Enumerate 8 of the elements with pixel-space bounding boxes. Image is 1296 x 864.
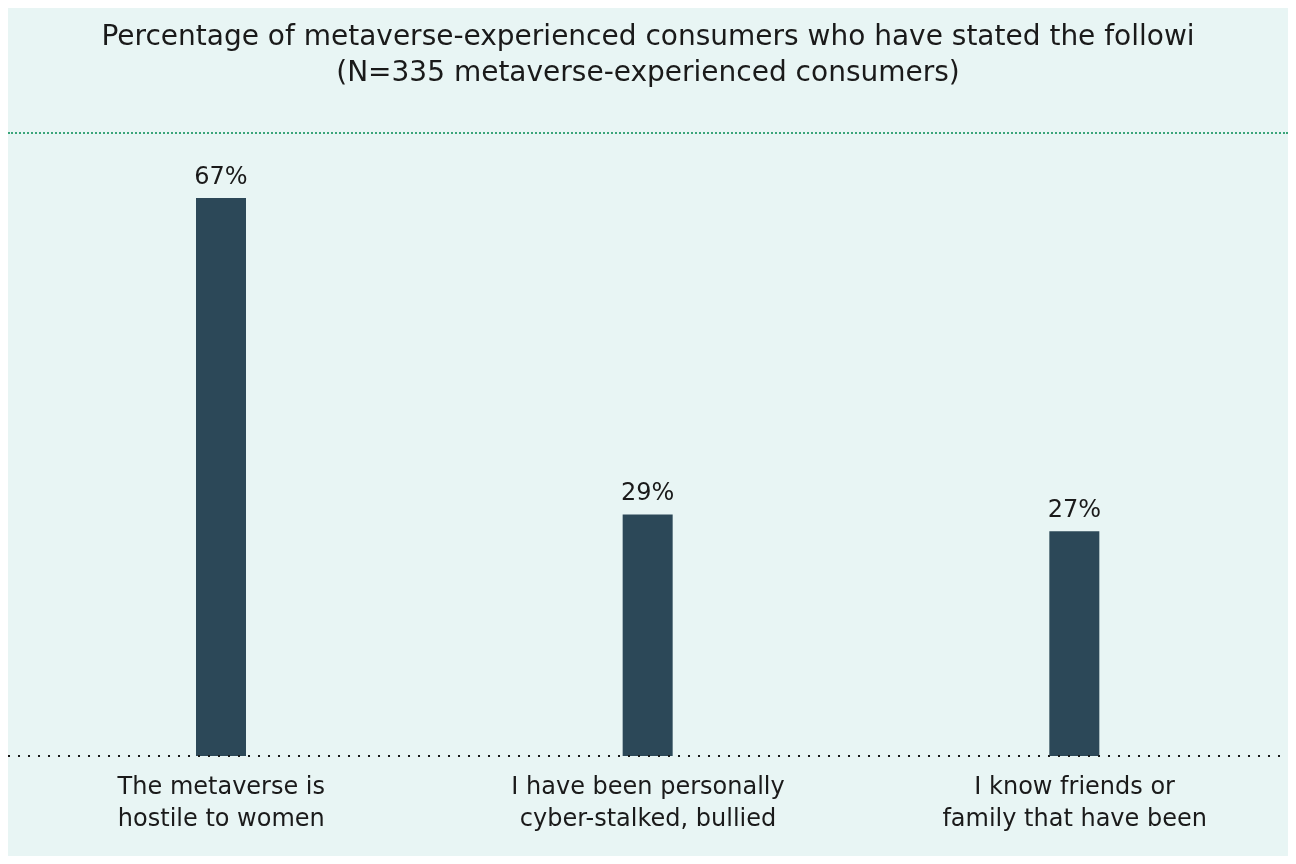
data-label: 29% <box>620 478 675 507</box>
x-tick-label: I know friends or family that have been <box>942 772 1207 832</box>
data-label: 27% <box>1047 495 1102 524</box>
chart-title: Percentage of metaverse-experienced consumers who have stated the followi <box>100 18 1196 54</box>
data-label: 67% <box>194 162 248 190</box>
x-tick-label: I have been personally cyber-stalked, bullied <box>511 772 785 832</box>
chart-subtitle: (N=335 metaverse-experienced consumers) <box>335 54 961 90</box>
x-tick-label: The metaverse is hostile to women <box>116 772 326 832</box>
